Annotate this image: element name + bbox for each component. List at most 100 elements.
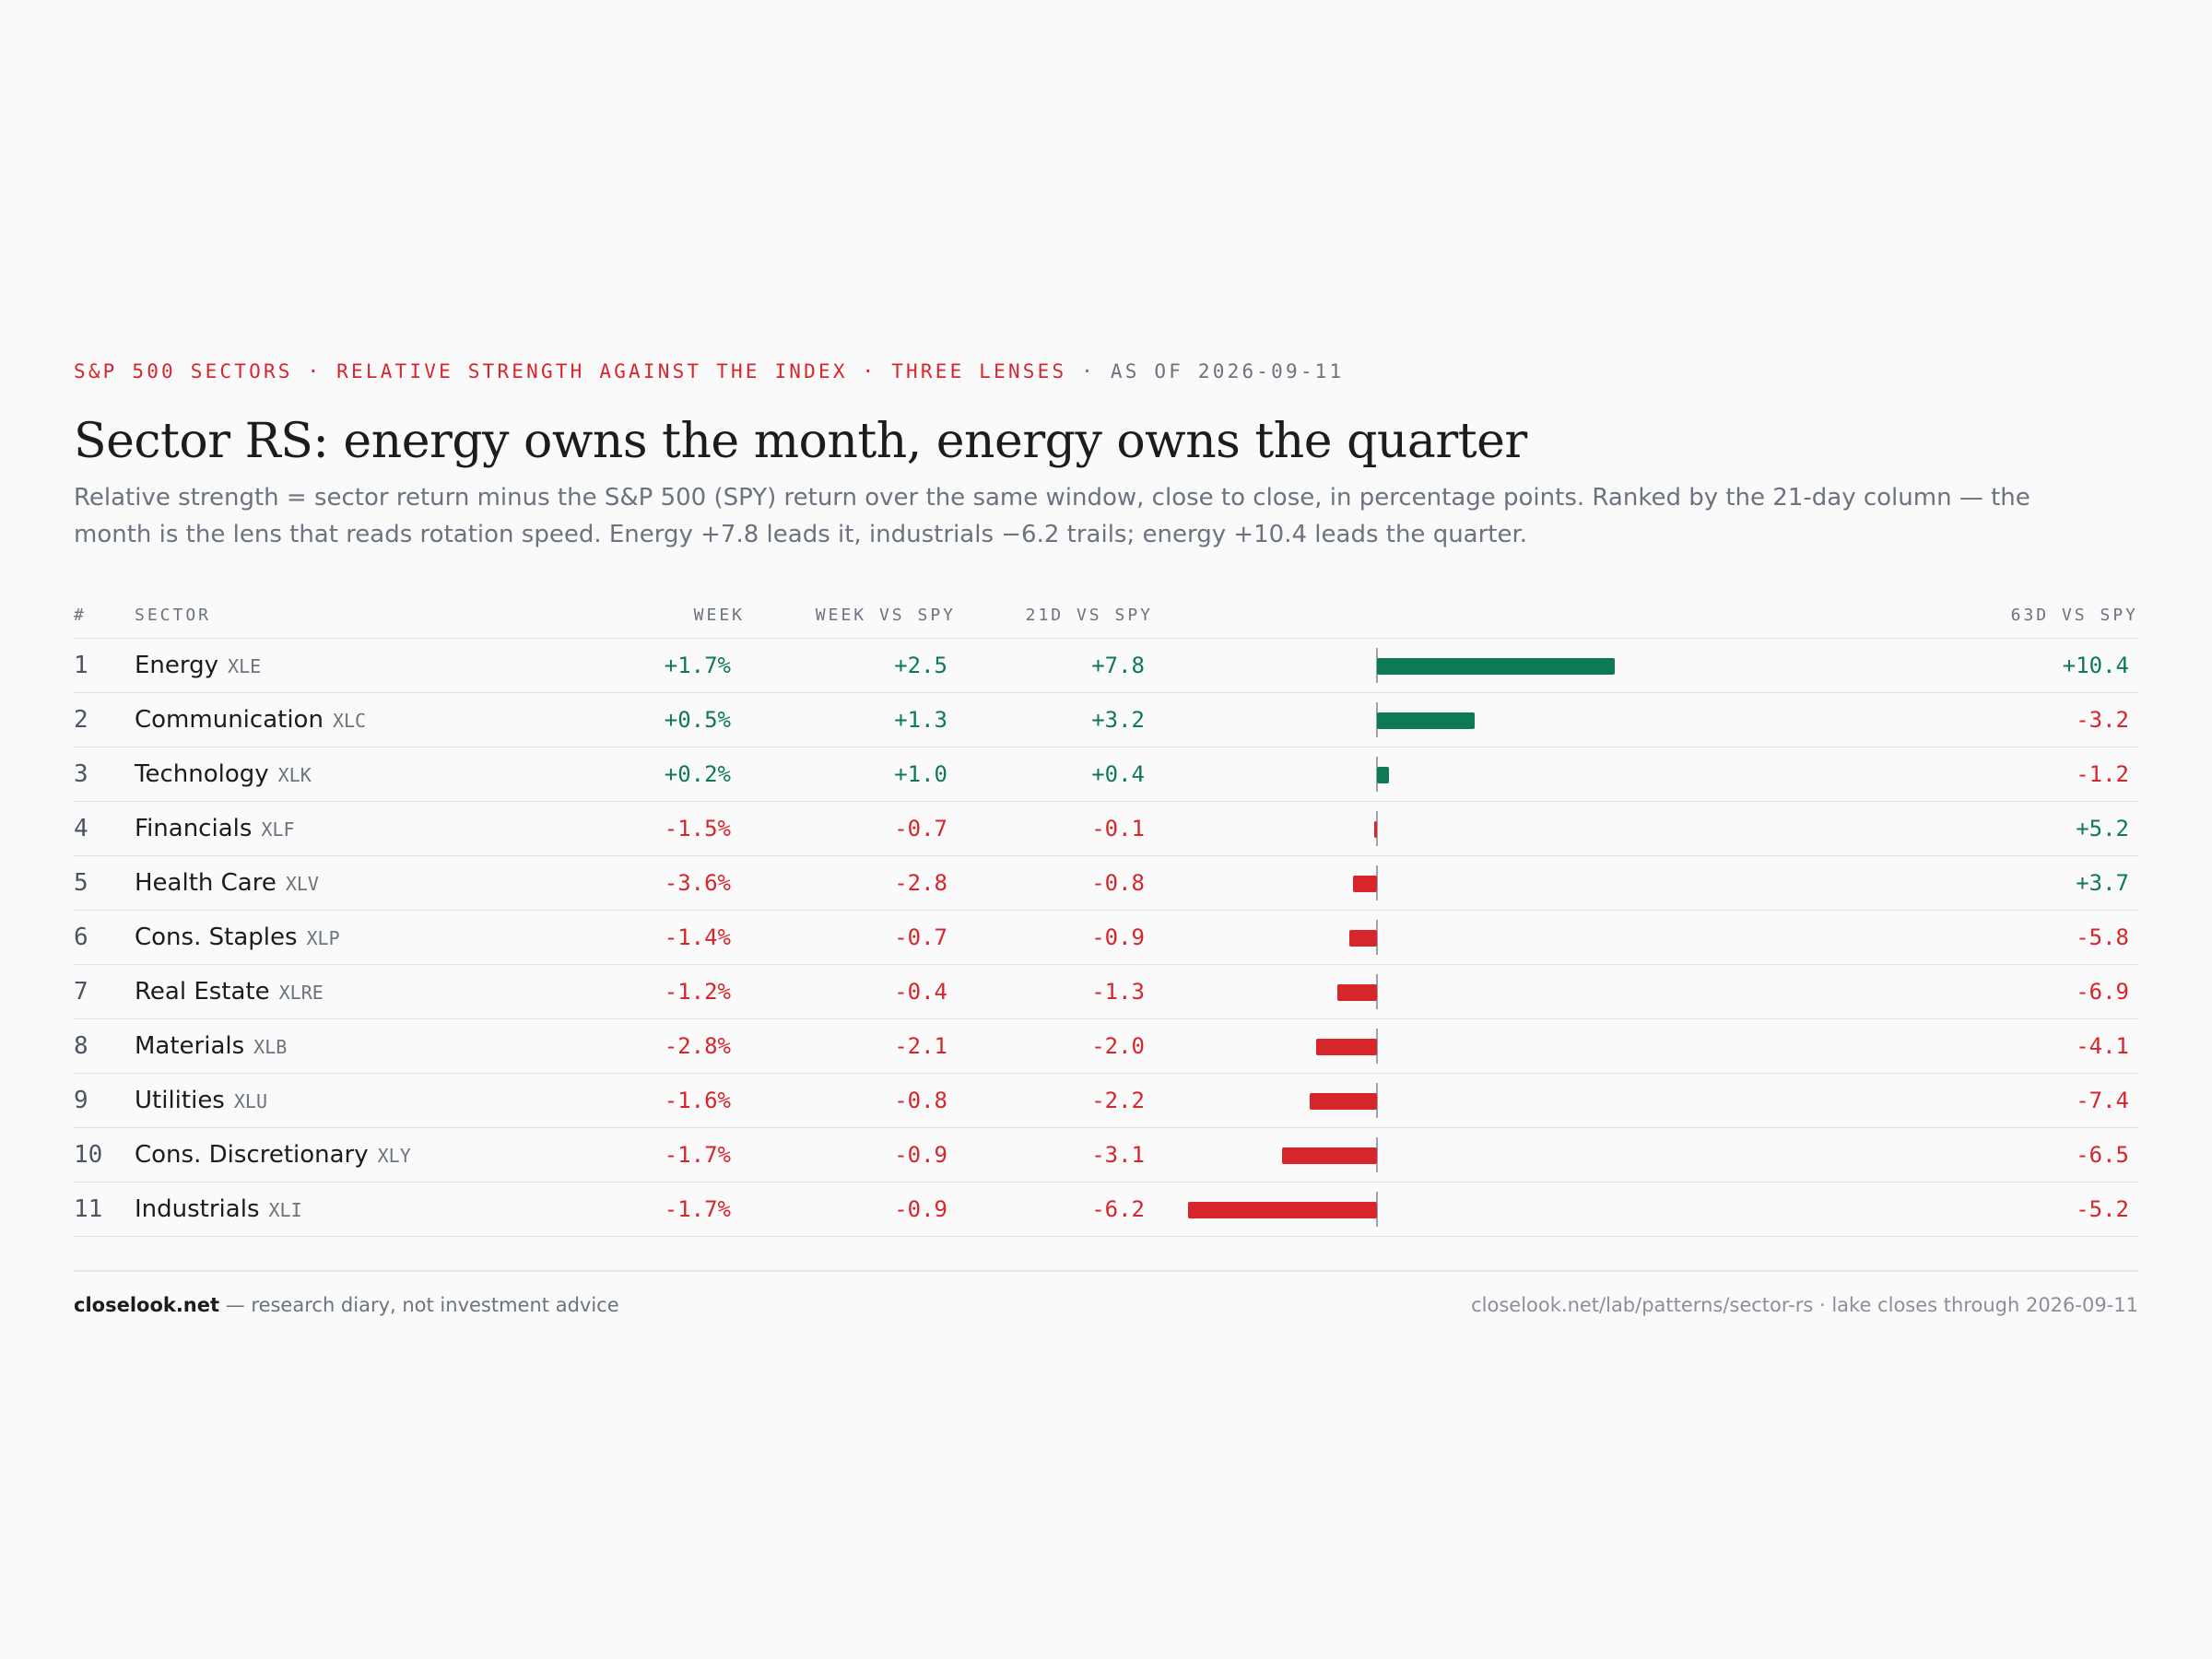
sector-ticker: XLU — [233, 1090, 267, 1112]
row-week: -1.6% — [664, 1088, 731, 1113]
row-63d-vs-spy: -5.8 — [2076, 924, 2129, 950]
sector-name: Financials — [135, 815, 253, 842]
row-sector: Utilities XLU — [135, 1074, 267, 1127]
bar-zero-axis — [1376, 1029, 1378, 1064]
rs-21d-bar — [1187, 1202, 1377, 1218]
row-rank: 2 — [74, 706, 88, 734]
row-63d-vs-spy: -6.5 — [2076, 1142, 2129, 1168]
page: S&P 500 SECTORS · RELATIVE STRENGTH AGAI… — [74, 358, 2138, 1336]
row-rank: 1 — [74, 652, 88, 679]
row-63d-vs-spy: -6.9 — [2076, 979, 2129, 1005]
sector-ticker: XLY — [377, 1145, 411, 1167]
row-week-vs-spy: -0.7 — [894, 924, 947, 950]
row-rank: 3 — [74, 760, 88, 788]
row-21d-vs-spy: -2.0 — [1091, 1033, 1145, 1059]
sector-ticker: XLE — [228, 655, 262, 677]
row-week-vs-spy: +1.0 — [894, 761, 947, 787]
row-week: -1.7% — [664, 1142, 731, 1168]
rs-21d-bar — [1282, 1147, 1377, 1164]
row-week: -1.5% — [664, 816, 731, 841]
table-row: 6 Cons. Staples XLP -1.4% -0.7 -0.9 -5.8 — [74, 911, 2138, 965]
sector-rs-table: # SECTOR WEEK WEEK VS SPY 21D VS SPY 63D… — [74, 595, 2138, 1237]
bar-zero-axis — [1376, 1192, 1378, 1227]
row-21d-vs-spy: -6.2 — [1091, 1196, 1145, 1222]
col-21d-vs-spy-header: 21D VS SPY — [1025, 606, 1153, 625]
footer-source-link[interactable]: closelook.net/lab/patterns/sector-rs · l… — [1471, 1294, 2138, 1316]
bar-zero-axis — [1376, 811, 1378, 846]
row-week: +0.2% — [664, 761, 731, 787]
page-subtitle: Relative strength = sector return minus … — [74, 484, 2030, 548]
row-21d-vs-spy: -0.9 — [1091, 924, 1145, 950]
kicker-topic: S&P 500 SECTORS · RELATIVE STRENGTH AGAI… — [74, 360, 1067, 382]
rs-21d-bar — [1377, 658, 1616, 675]
table-row: 9 Utilities XLU -1.6% -0.8 -2.2 -7.4 — [74, 1074, 2138, 1128]
row-week-vs-spy: -2.8 — [894, 870, 947, 896]
rs-21d-bar — [1377, 767, 1390, 783]
row-21d-vs-spy: +0.4 — [1091, 761, 1145, 787]
table-row: 3 Technology XLK +0.2% +1.0 +0.4 -1.2 — [74, 747, 2138, 802]
row-63d-vs-spy: -3.2 — [2076, 707, 2129, 733]
row-week: +0.5% — [664, 707, 731, 733]
row-21d-vs-spy: -0.1 — [1091, 816, 1145, 841]
rs-21d-bar — [1310, 1093, 1377, 1110]
sector-ticker: XLP — [306, 927, 340, 949]
sector-name: Materials — [135, 1032, 245, 1060]
row-week: -1.4% — [664, 924, 731, 950]
bar-zero-axis — [1376, 1083, 1378, 1118]
table-header: # SECTOR WEEK WEEK VS SPY 21D VS SPY 63D… — [74, 595, 2138, 639]
row-rank: 5 — [74, 869, 88, 897]
rs-21d-bar — [1315, 1039, 1377, 1055]
row-63d-vs-spy: -5.2 — [2076, 1196, 2129, 1222]
sector-name: Industrials — [135, 1195, 260, 1223]
row-week: +1.7% — [664, 653, 731, 678]
sector-ticker: XLF — [261, 818, 295, 841]
row-sector: Energy XLE — [135, 639, 261, 692]
footer-brand-link[interactable]: closelook.net — [74, 1294, 220, 1316]
row-week: -3.6% — [664, 870, 731, 896]
bar-zero-axis — [1376, 920, 1378, 955]
row-sector: Real Estate XLRE — [135, 965, 324, 1018]
row-rank: 4 — [74, 815, 88, 842]
row-63d-vs-spy: -1.2 — [2076, 761, 2129, 787]
row-21d-vs-spy: +7.8 — [1091, 653, 1145, 678]
row-sector: Industrials XLI — [135, 1182, 302, 1236]
sector-name: Cons. Staples — [135, 924, 298, 951]
sector-name: Cons. Discretionary — [135, 1141, 369, 1169]
row-rank: 9 — [74, 1087, 88, 1114]
col-63d-vs-spy-header: 63D VS SPY — [2010, 606, 2138, 625]
row-sector: Materials XLB — [135, 1019, 287, 1073]
table-row: 8 Materials XLB -2.8% -2.1 -2.0 -4.1 — [74, 1019, 2138, 1074]
row-week: -2.8% — [664, 1033, 731, 1059]
rs-21d-bar — [1377, 712, 1475, 729]
row-63d-vs-spy: -4.1 — [2076, 1033, 2129, 1059]
row-sector: Technology XLK — [135, 747, 312, 801]
row-rank: 11 — [74, 1195, 103, 1223]
row-21d-vs-spy: -2.2 — [1091, 1088, 1145, 1113]
table-row: 5 Health Care XLV -3.6% -2.8 -0.8 +3.7 — [74, 856, 2138, 911]
table-row: 2 Communication XLC +0.5% +1.3 +3.2 -3.2 — [74, 693, 2138, 747]
row-week-vs-spy: +1.3 — [894, 707, 947, 733]
row-63d-vs-spy: +10.4 — [2062, 653, 2129, 678]
sector-name: Technology — [135, 760, 269, 788]
footer-tagline: — research diary, not investment advice — [219, 1294, 619, 1316]
row-rank: 6 — [74, 924, 88, 951]
sector-ticker: XLRE — [278, 982, 324, 1004]
sector-ticker: XLV — [285, 873, 319, 895]
col-week-vs-spy-header: WEEK VS SPY — [815, 606, 956, 625]
row-week: -1.7% — [664, 1196, 731, 1222]
rs-21d-bar — [1336, 984, 1377, 1001]
bar-zero-axis — [1376, 974, 1378, 1009]
row-sector: Financials XLF — [135, 802, 295, 855]
row-63d-vs-spy: +3.7 — [2076, 870, 2129, 896]
row-week-vs-spy: -2.1 — [894, 1033, 947, 1059]
row-sector: Cons. Staples XLP — [135, 911, 340, 964]
row-sector: Health Care XLV — [135, 856, 319, 910]
footer: closelook.net — research diary, not inve… — [74, 1270, 2138, 1336]
col-sector-header: SECTOR — [135, 606, 212, 625]
row-week: -1.2% — [664, 979, 731, 1005]
sector-name: Communication — [135, 706, 324, 734]
row-rank: 10 — [74, 1141, 103, 1169]
row-week-vs-spy: -0.4 — [894, 979, 947, 1005]
sector-ticker: XLI — [268, 1199, 302, 1221]
row-rank: 7 — [74, 978, 88, 1006]
